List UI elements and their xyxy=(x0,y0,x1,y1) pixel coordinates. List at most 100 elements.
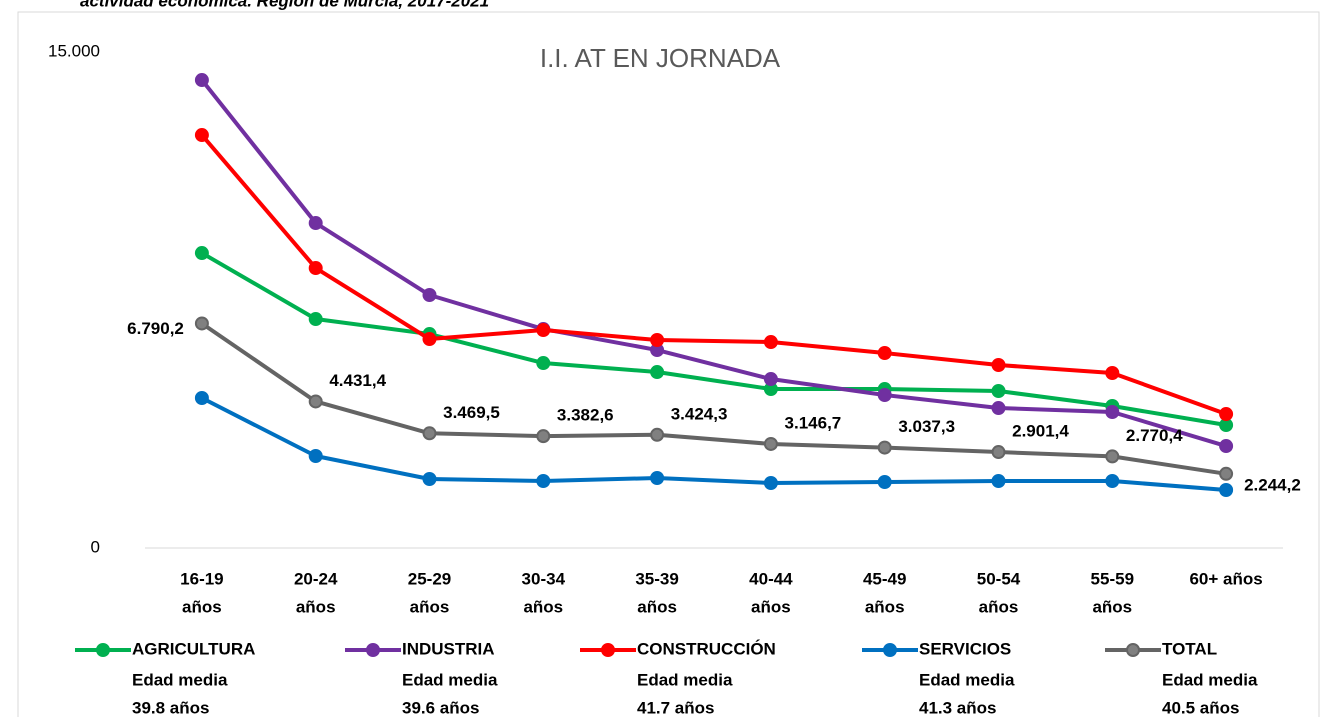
point xyxy=(308,312,323,327)
point xyxy=(877,388,892,403)
point xyxy=(536,323,551,338)
data-label: 3.037,3 xyxy=(898,417,955,436)
point xyxy=(536,429,551,444)
legend-label: SERVICIOS xyxy=(919,639,1011,658)
point xyxy=(422,471,437,486)
y-tick-label: 15.000 xyxy=(48,41,100,60)
legend-note: 39.6 años xyxy=(402,698,480,717)
chart-frame xyxy=(17,11,1320,717)
legend-label: TOTAL xyxy=(1162,639,1217,658)
point xyxy=(422,288,437,303)
point xyxy=(308,216,323,231)
legend-note: Edad media xyxy=(132,670,228,689)
legend-note: Edad media xyxy=(1162,670,1258,689)
x-tick-label: 20-24 xyxy=(294,569,338,588)
legend-label: CONSTRUCCIÓN xyxy=(637,639,776,658)
legend-marker xyxy=(601,643,615,657)
point xyxy=(763,475,778,490)
point xyxy=(1105,474,1120,489)
legend-note: 41.7 años xyxy=(637,698,715,717)
data-label: 3.382,6 xyxy=(557,406,614,425)
data-label: 3.146,7 xyxy=(785,413,842,432)
data-label: 3.469,5 xyxy=(443,403,500,422)
point xyxy=(308,261,323,276)
point xyxy=(1219,407,1234,422)
point xyxy=(650,470,665,485)
x-tick-label: años xyxy=(296,597,336,616)
x-tick-label: años xyxy=(182,597,222,616)
point xyxy=(1219,483,1234,498)
point xyxy=(991,445,1006,460)
point xyxy=(763,335,778,350)
x-tick-label: 40-44 xyxy=(749,569,793,588)
x-tick-label: 55-59 xyxy=(1091,569,1134,588)
x-tick-label: años xyxy=(979,597,1019,616)
point xyxy=(991,383,1006,398)
point xyxy=(1105,366,1120,381)
x-tick-label: años xyxy=(523,597,563,616)
point xyxy=(991,401,1006,416)
point xyxy=(1105,404,1120,419)
data-label: 2.901,4 xyxy=(1012,422,1069,441)
data-label: 2.244,2 xyxy=(1244,475,1301,494)
point xyxy=(194,391,209,406)
legend-note: Edad media xyxy=(637,670,733,689)
x-tick-label: 30-34 xyxy=(522,569,566,588)
point xyxy=(650,365,665,380)
x-tick-label: años xyxy=(637,597,677,616)
point xyxy=(1219,439,1234,454)
legend-note: 41.3 años xyxy=(919,698,997,717)
y-tick-label: 0 xyxy=(91,537,100,556)
legend-note: 39.8 años xyxy=(132,698,210,717)
point xyxy=(422,332,437,347)
legend-note: Edad media xyxy=(919,670,1015,689)
point xyxy=(194,246,209,261)
series-line xyxy=(200,78,1227,448)
x-tick-label: años xyxy=(751,597,791,616)
point xyxy=(194,316,209,331)
point xyxy=(308,394,323,409)
series-line xyxy=(200,396,1227,492)
point xyxy=(194,73,209,88)
point xyxy=(536,474,551,489)
point xyxy=(1105,449,1120,464)
point xyxy=(308,449,323,464)
series-line xyxy=(200,251,1227,427)
x-tick-label: 60+ años xyxy=(1189,569,1262,588)
legend-label: AGRICULTURA xyxy=(132,639,255,658)
series-line xyxy=(200,133,1227,416)
data-label: 3.424,3 xyxy=(671,404,728,423)
legend-label: INDUSTRIA xyxy=(402,639,495,658)
point xyxy=(877,474,892,489)
legend-marker xyxy=(883,643,897,657)
legend-marker xyxy=(366,643,380,657)
chart-title: I.I. AT EN JORNADA xyxy=(540,43,781,73)
point xyxy=(991,358,1006,373)
data-label: 2.770,4 xyxy=(1126,426,1183,445)
legend-marker xyxy=(96,643,110,657)
legend-note: Edad media xyxy=(402,670,498,689)
x-tick-label: años xyxy=(865,597,905,616)
point xyxy=(650,333,665,348)
x-tick-label: 45-49 xyxy=(863,569,906,588)
point xyxy=(650,427,665,442)
point xyxy=(536,356,551,371)
x-tick-label: años xyxy=(1092,597,1132,616)
point xyxy=(422,426,437,441)
x-tick-label: 35-39 xyxy=(635,569,678,588)
data-label: 6.790,2 xyxy=(127,319,184,338)
x-tick-label: 25-29 xyxy=(408,569,451,588)
point xyxy=(1219,466,1234,481)
point xyxy=(877,346,892,361)
heading: actividad económica. Región de Murcia, 2… xyxy=(80,0,489,10)
legend-note: 40.5 años xyxy=(1162,698,1240,717)
point xyxy=(763,436,778,451)
series-line xyxy=(200,321,1227,476)
data-label: 4.431,4 xyxy=(329,371,386,390)
x-tick-label: 16-19 xyxy=(180,569,223,588)
x-tick-label: años xyxy=(410,597,450,616)
point xyxy=(194,128,209,143)
point xyxy=(763,372,778,387)
point xyxy=(877,440,892,455)
